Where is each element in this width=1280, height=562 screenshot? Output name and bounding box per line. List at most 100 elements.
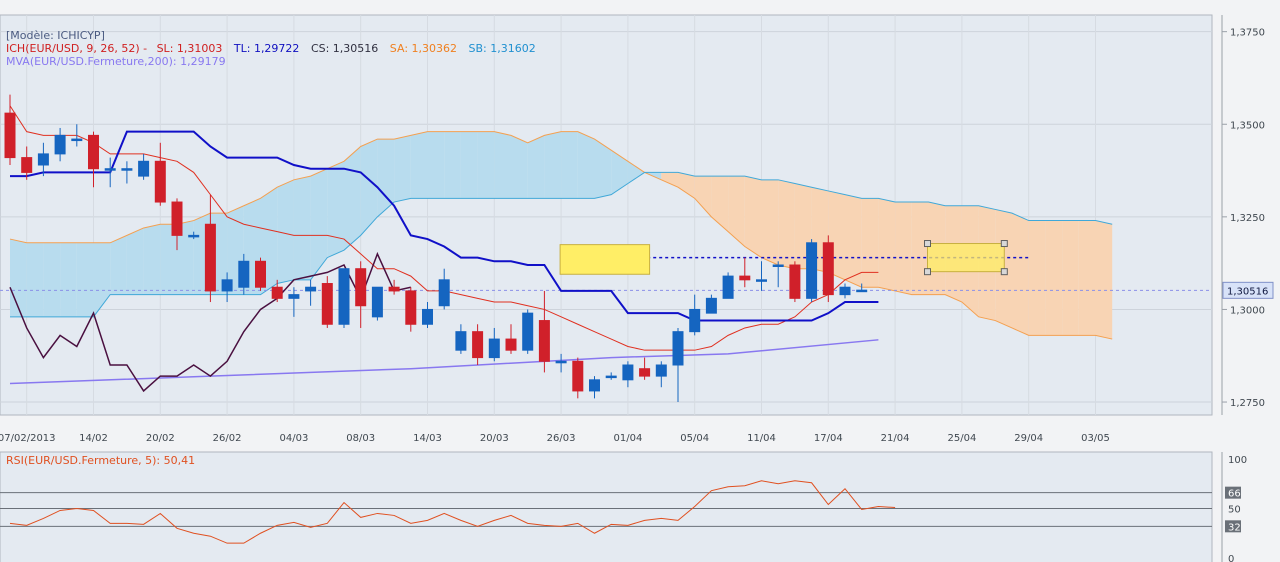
- bearish-candle: [538, 320, 550, 362]
- cloud-segment: [444, 131, 461, 199]
- cloud-segment: [594, 139, 612, 199]
- bullish-candle: [655, 364, 667, 377]
- date-tick-label: 29/04: [1014, 433, 1043, 444]
- bearish-candle: [355, 268, 367, 307]
- bullish-candle: [605, 375, 617, 379]
- cloud-segment: [310, 168, 328, 280]
- date-tick-label: 21/04: [881, 433, 910, 444]
- cloud-segment: [477, 131, 495, 199]
- bearish-candle: [171, 201, 183, 236]
- bullish-candle: [121, 168, 133, 171]
- bearish-candle: [4, 112, 16, 159]
- bearish-candle: [505, 338, 517, 351]
- date-tick-label: 26/02: [213, 433, 242, 444]
- bearish-candle: [255, 260, 266, 288]
- tl-value: TL: 1,29722: [233, 42, 300, 55]
- price-tick-label: 1,2750: [1230, 398, 1265, 409]
- cloud-segment: [678, 172, 695, 199]
- bearish-candle: [822, 242, 834, 296]
- cloud-segment: [327, 161, 344, 258]
- cloud-segment: [511, 135, 528, 199]
- bullish-candle: [104, 168, 116, 171]
- bullish-candle: [338, 268, 350, 325]
- rsi-plot-area[interactable]: [0, 451, 1213, 562]
- mva-200-line: [9, 339, 879, 385]
- price-axis: 1,2750 1,3000 1,3250 1,3500 1,3750 1,30516: [1222, 28, 1274, 409]
- bullish-candle: [37, 153, 49, 166]
- cloud-segment: [744, 176, 762, 258]
- bullish-candle: [238, 260, 250, 288]
- highlight-boxes: [559, 240, 1008, 276]
- mva-legend: MVA(EUR/USD.Fermeture,200): 1,29179: [6, 55, 226, 68]
- rsi-line: [9, 480, 896, 544]
- bearish-candle: [21, 157, 33, 173]
- selection-handle: [1000, 240, 1008, 248]
- bullish-candle: [71, 138, 83, 142]
- date-tick-label: 04/03: [279, 433, 308, 444]
- last-price-label: 1,30516: [1227, 286, 1268, 297]
- rsi-tick-label: 100: [1228, 455, 1247, 466]
- bearish-candle: [388, 286, 400, 292]
- selection-handle: [924, 240, 931, 248]
- rsi-legend: RSI(EUR/USD.Fermeture, 5): 50,41: [6, 454, 195, 467]
- date-tick-label: 14/03: [413, 433, 442, 444]
- bullish-candle: [188, 234, 200, 238]
- bullish-candle: [288, 294, 300, 299]
- date-tick-label: 25/04: [947, 433, 976, 444]
- bullish-candle: [371, 286, 383, 318]
- cloud-segment: [143, 224, 161, 295]
- senkou-span-a-line: [9, 131, 1113, 340]
- cloud-segment: [728, 176, 745, 247]
- bearish-candle: [639, 368, 651, 377]
- price-tick-label: 1,3000: [1230, 305, 1265, 316]
- cloud-segment: [761, 179, 779, 265]
- cs-value: CS: 1,30516: [311, 42, 378, 55]
- bullish-candle: [221, 279, 233, 292]
- date-tick-label: 11/04: [747, 433, 776, 444]
- selection-handle: [924, 268, 931, 276]
- cloud-segment: [611, 150, 628, 195]
- bullish-candle: [806, 242, 818, 299]
- bullish-candle: [138, 160, 150, 177]
- highlight-box: [927, 243, 1005, 273]
- bearish-candle: [789, 264, 801, 299]
- cloud-segment: [26, 242, 44, 317]
- rsi-level-badge: [1225, 486, 1241, 499]
- bullish-candle: [488, 338, 500, 359]
- bullish-candle: [772, 264, 784, 267]
- bearish-candle: [739, 275, 751, 281]
- cloud-segment: [1078, 220, 1096, 336]
- bearish-candle: [204, 223, 216, 292]
- date-tick-label: 05/04: [680, 433, 709, 444]
- date-tick-label: 08/03: [346, 433, 375, 444]
- rsi-tick-label: 66: [1228, 489, 1241, 500]
- cloud-segment: [561, 131, 578, 199]
- cloud-segment: [160, 224, 177, 295]
- chikou-span-line: [9, 251, 411, 393]
- cloud-segment: [344, 146, 361, 251]
- bullish-candle: [589, 379, 600, 392]
- rsi-series-line: [9, 480, 896, 544]
- rsi-tick-label: 0: [1228, 554, 1234, 562]
- cloud-segment: [126, 227, 144, 295]
- date-tick-label: 07/02/2013: [0, 433, 56, 444]
- bearish-candle: [405, 290, 417, 325]
- cloud-segment: [845, 194, 862, 288]
- cloud-segment: [93, 242, 111, 317]
- cloud-segment: [410, 131, 428, 199]
- cloud-segment: [76, 242, 94, 317]
- cloud-segment: [60, 242, 77, 317]
- cloud-segment: [360, 139, 378, 236]
- bullish-candle: [756, 279, 767, 282]
- cloud-segment: [427, 131, 445, 199]
- price-tick-label: 1,3250: [1230, 213, 1265, 224]
- cloud-segment: [577, 131, 595, 199]
- ich-name: ICH(EUR/USD, 9, 26, 52) -: [6, 42, 147, 55]
- bearish-candle: [321, 283, 333, 325]
- date-tick-label: 03/05: [1081, 433, 1110, 444]
- candlesticks: [4, 94, 868, 403]
- cloud-segment: [43, 242, 61, 317]
- bullish-candle: [856, 289, 868, 293]
- cloud-segment: [1062, 220, 1079, 336]
- cloud-segment: [878, 198, 896, 291]
